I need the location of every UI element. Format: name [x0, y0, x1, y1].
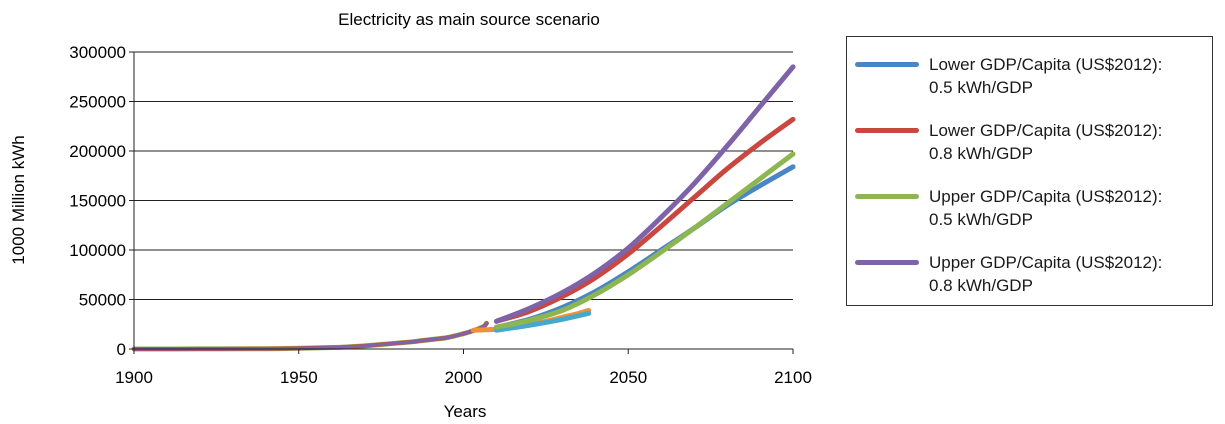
legend-swatch-lower-05 — [855, 62, 919, 67]
y-tick-label: 200000 — [69, 142, 126, 161]
legend-item-upper-05: Upper GDP/Capita (US$2012): 0.5 kWh/GDP — [847, 185, 1212, 231]
series-lines — [131, 64, 796, 352]
axes: 0 50000 100000 150000 200000 250000 300000 1900… — [69, 43, 812, 387]
chart-title: Electricity as main source scenario — [338, 10, 600, 29]
legend-label-lower-05: Lower GDP/Capita (US$2012): 0.5 kWh/GDP — [929, 55, 1163, 97]
series-line-upper-05 — [493, 151, 796, 330]
legend-swatch-upper-05 — [855, 194, 919, 199]
legend-item-lower-05: Lower GDP/Capita (US$2012): 0.5 kWh/GDP — [847, 53, 1212, 99]
x-tick-label: 2050 — [609, 368, 647, 387]
x-tick-label: 1950 — [280, 368, 318, 387]
x-tick-label: 1900 — [115, 368, 153, 387]
legend-swatch-lower-08 — [855, 128, 919, 133]
legend-label-upper-05: Upper GDP/Capita (US$2012): 0.5 kWh/GDP — [929, 187, 1163, 229]
legend-label-lower-08: Lower GDP/Capita (US$2012): 0.8 kWh/GDP — [929, 121, 1163, 163]
x-tick-label: 2000 — [445, 368, 483, 387]
series-line-lower-08 — [493, 116, 796, 324]
y-axis-label: 1000 Million kWh — [9, 135, 28, 264]
legend-item-lower-08: Lower GDP/Capita (US$2012): 0.8 kWh/GDP — [847, 119, 1212, 165]
near-term-line-1 — [493, 310, 592, 333]
historical-line — [131, 320, 490, 352]
series-line-upper-08 — [493, 64, 796, 324]
x-tick-label: 2100 — [774, 368, 812, 387]
legend-swatch-upper-08 — [855, 260, 919, 265]
y-tick-label: 100000 — [69, 241, 126, 260]
historical-line — [132, 321, 489, 351]
legend-item-upper-08: Upper GDP/Capita (US$2012): 0.8 kWh/GDP — [847, 251, 1212, 297]
y-tick-label: 250000 — [69, 93, 126, 112]
historical-line — [132, 321, 489, 351]
x-axis-label: Years — [444, 402, 487, 421]
legend: Lower GDP/Capita (US$2012): 0.5 kWh/GDP … — [846, 36, 1213, 306]
gridlines — [134, 51, 793, 300]
y-tick-label: 150000 — [69, 192, 126, 211]
y-tick-label: 300000 — [69, 43, 126, 62]
legend-label-upper-08: Upper GDP/Capita (US$2012): 0.8 kWh/GDP — [929, 253, 1163, 295]
y-tick-label: 50000 — [79, 291, 126, 310]
y-tick-label: 0 — [117, 340, 126, 359]
